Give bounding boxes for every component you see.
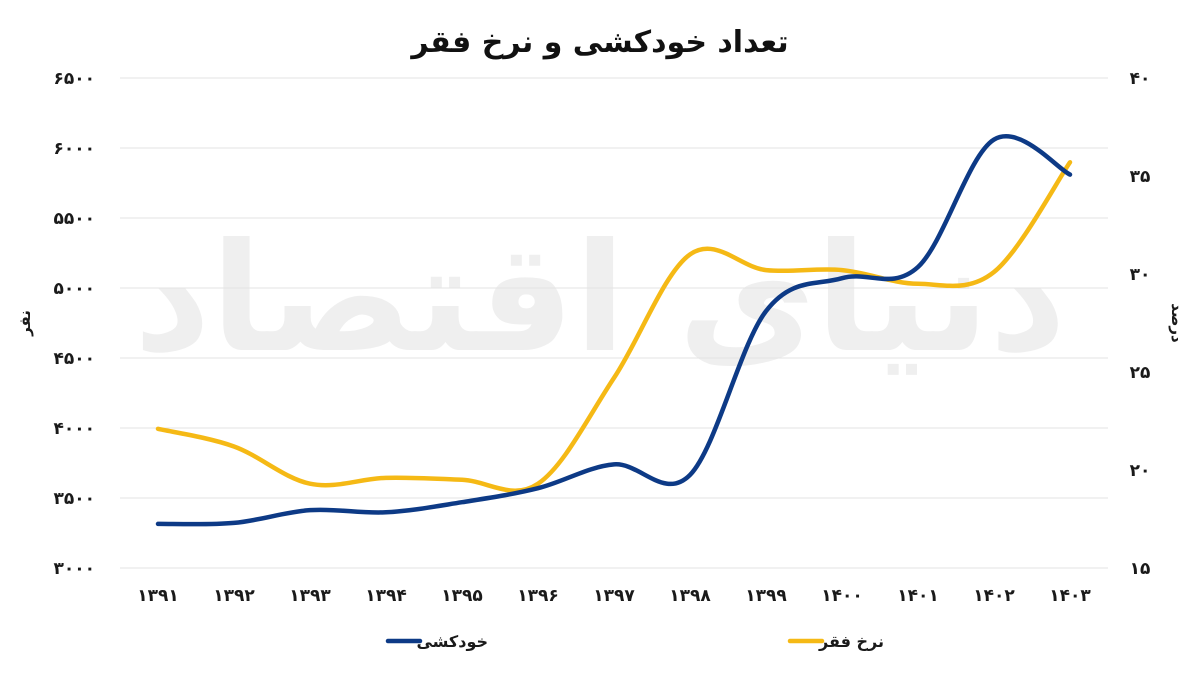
right-axis-tick-label: ۲۵ <box>1130 363 1151 383</box>
data-point-poverty-rate <box>994 272 995 273</box>
data-point-suicide <box>766 311 767 312</box>
data-point-suicide <box>538 488 539 489</box>
right-axis-title: درصد <box>1168 303 1186 343</box>
legend-label: نرخ فقر <box>818 632 884 651</box>
x-axis-tick-label: ۱۴۰۰ <box>821 586 863 606</box>
data-point-suicide <box>842 278 843 279</box>
data-point-suicide <box>994 139 995 140</box>
data-point-suicide <box>614 464 615 465</box>
x-axis-tick-label: ۱۳۹۷ <box>593 586 635 606</box>
data-point-suicide <box>462 502 463 503</box>
x-axis-tick-label: ۱۳۹۱ <box>137 586 179 606</box>
data-point-suicide <box>234 522 235 523</box>
x-axis-tick-label: ۱۳۹۹ <box>745 586 787 606</box>
series-line-poverty-rate <box>155 160 1073 493</box>
watermark: دنیای اقتصاد <box>134 212 1067 386</box>
legend-label: خودکشی <box>416 632 488 651</box>
legend-item-suicide: خودکشی <box>385 632 488 651</box>
chart-title: تعداد خودکشی و نرخ فقر <box>409 25 788 60</box>
left-axis-tick-label: ۶۵۰۰ <box>53 69 95 89</box>
left-axis-tick-label: ۵۰۰۰ <box>53 279 95 299</box>
left-axis-tick-label: ۵۵۰۰ <box>53 209 95 229</box>
data-point-poverty-rate <box>462 479 463 480</box>
left-axis-tick-label: ۳۵۰۰ <box>53 489 95 509</box>
left-axis-title: نفر <box>16 310 34 337</box>
right-axis-tick-label: ۳۰ <box>1130 265 1151 285</box>
x-axis-tick-label: ۱۴۰۳ <box>1049 586 1091 606</box>
data-point-suicide <box>310 510 311 511</box>
x-axis-tick-label: ۱۴۰۱ <box>897 586 939 606</box>
data-point-suicide <box>1070 174 1071 175</box>
data-point-poverty-rate <box>1070 162 1071 163</box>
data-point-poverty-rate <box>766 270 767 271</box>
data-point-poverty-rate <box>614 377 615 378</box>
data-point-suicide <box>918 267 919 268</box>
data-point-poverty-rate <box>386 477 387 478</box>
x-axis-tick-label: ۱۳۹۴ <box>365 586 407 606</box>
right-axis-tick-label: ۲۰ <box>1130 461 1151 481</box>
left-axis-tick-label: ۶۰۰۰ <box>53 139 95 159</box>
x-axis-tick-label: ۱۳۹۲ <box>213 586 255 606</box>
right-axis-tick-label: ۳۵ <box>1130 167 1151 187</box>
x-axis-tick-label: ۱۳۹۸ <box>669 586 711 606</box>
data-point-poverty-rate <box>234 446 235 447</box>
data-point-poverty-rate <box>842 270 843 271</box>
right-axis-tick-label: ۱۵ <box>1130 559 1151 579</box>
x-axis-tick-label: ۱۴۰۲ <box>973 586 1015 606</box>
data-point-suicide <box>158 523 159 524</box>
series-line-suicide <box>155 134 1073 527</box>
legend-item-poverty-rate: نرخ فقر <box>787 632 884 651</box>
data-point-poverty-rate <box>158 428 159 429</box>
x-axis-tick-label: ۱۳۹۳ <box>289 586 331 606</box>
data-point-poverty-rate <box>538 483 539 484</box>
data-point-poverty-rate <box>918 283 919 284</box>
data-point-poverty-rate <box>310 483 311 484</box>
data-point-suicide <box>690 474 691 475</box>
data-point-suicide <box>386 512 387 513</box>
right-axis-tick-label: ۴۰ <box>1130 69 1151 89</box>
x-axis-tick-label: ۱۳۹۵ <box>441 586 483 606</box>
x-axis-tick-label: ۱۳۹۶ <box>517 586 559 606</box>
data-point-poverty-rate <box>690 254 691 255</box>
left-axis-tick-label: ۴۰۰۰ <box>53 419 95 439</box>
left-axis-tick-label: ۳۰۰۰ <box>53 559 95 579</box>
left-axis-tick-label: ۴۵۰۰ <box>53 349 95 369</box>
